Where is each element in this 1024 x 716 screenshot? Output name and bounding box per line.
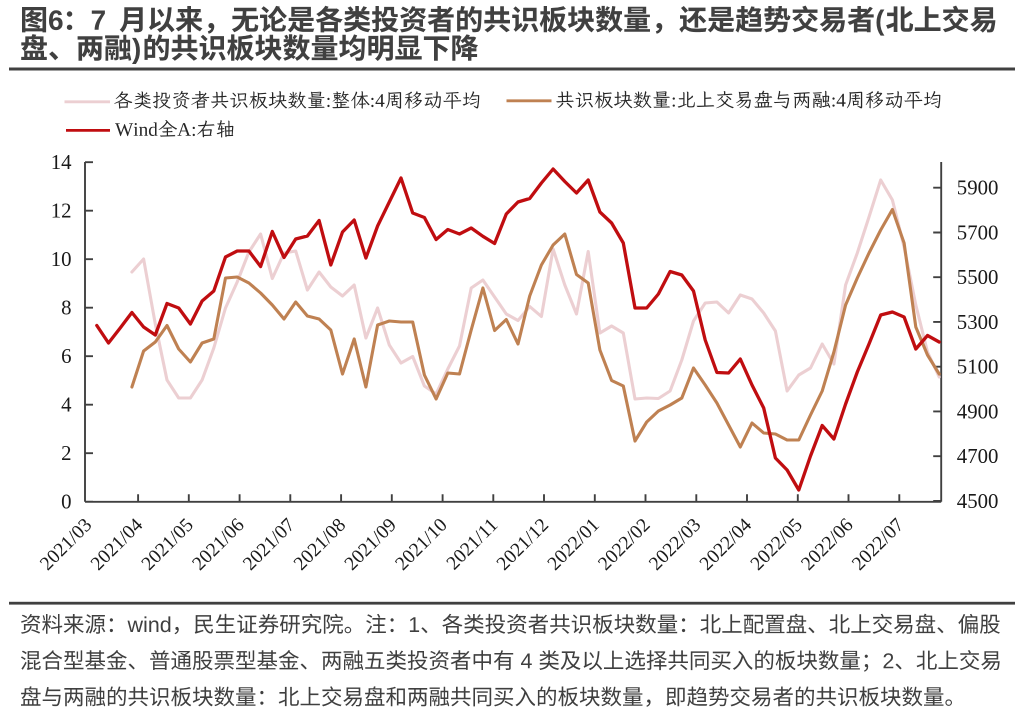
svg-text:4500: 4500: [957, 490, 999, 513]
svg-text:6: 6: [61, 345, 71, 368]
svg-text:5300: 5300: [957, 311, 999, 334]
svg-text:12: 12: [51, 200, 72, 223]
svg-text:4900: 4900: [957, 400, 999, 423]
svg-text:5100: 5100: [957, 356, 999, 379]
svg-text:10: 10: [51, 248, 72, 271]
svg-text:5500: 5500: [957, 266, 999, 289]
svg-text:4: 4: [61, 394, 72, 417]
svg-text:4700: 4700: [957, 445, 999, 468]
svg-text:5700: 5700: [957, 222, 999, 245]
svg-text:2: 2: [61, 442, 71, 465]
svg-text:8: 8: [61, 297, 71, 320]
svg-text:5900: 5900: [957, 177, 999, 200]
svg-text:0: 0: [61, 491, 71, 514]
svg-text:14: 14: [51, 151, 72, 174]
